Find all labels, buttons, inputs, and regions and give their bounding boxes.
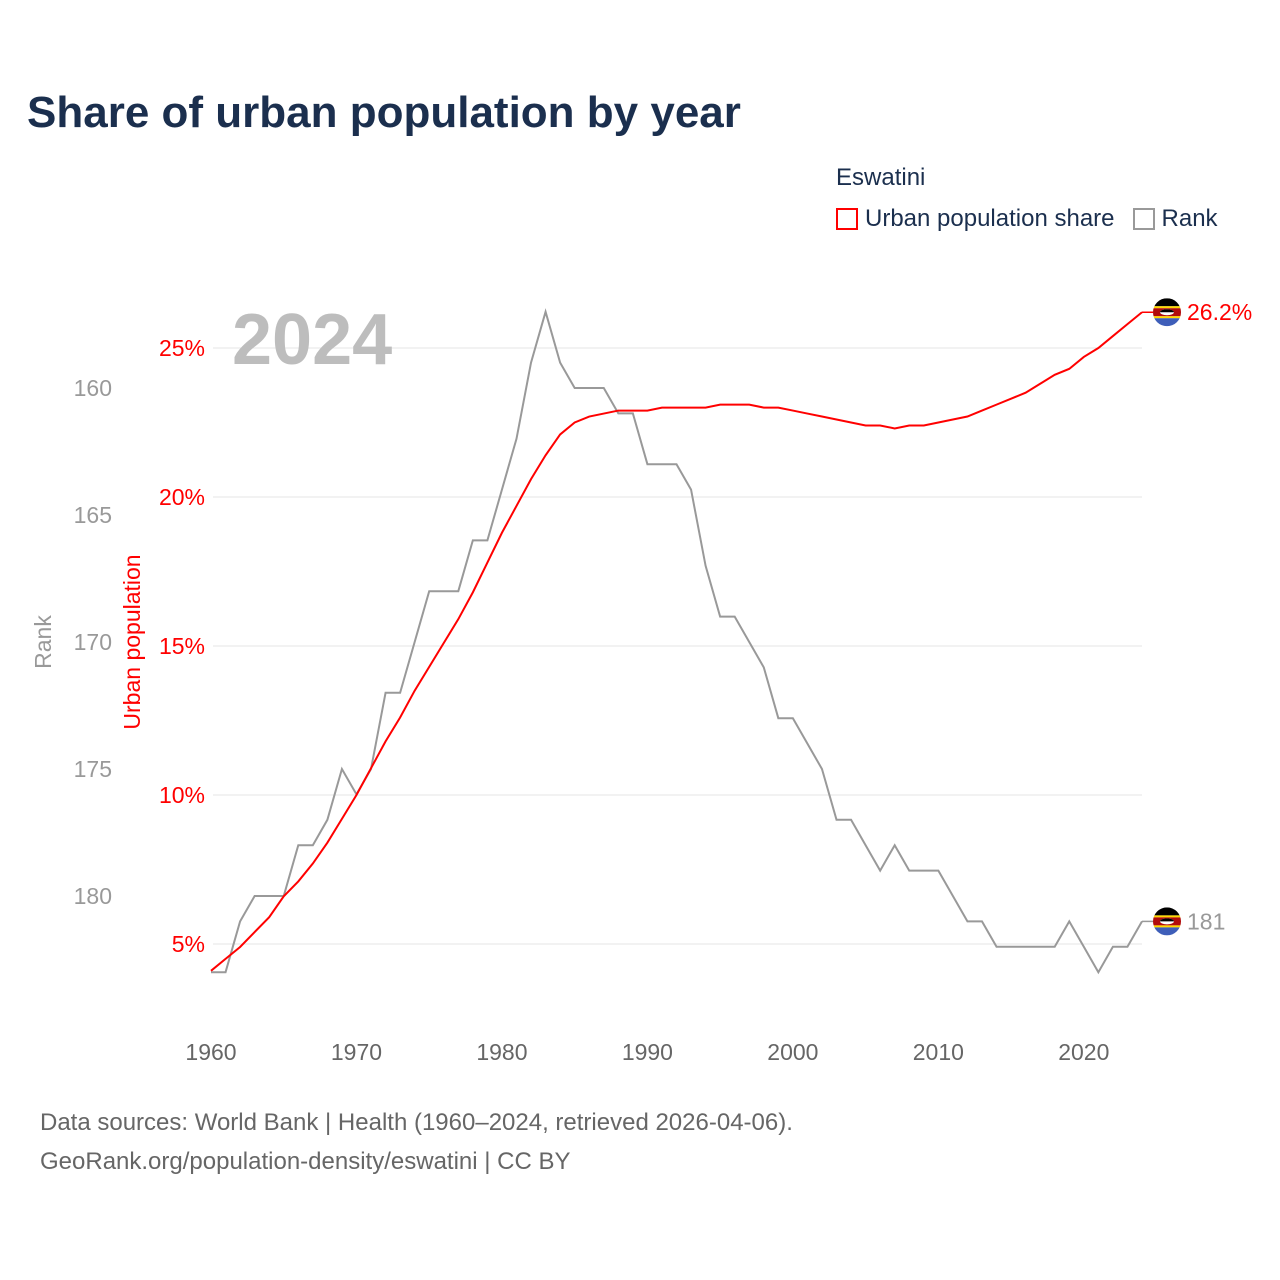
legend-item-rank[interactable]: Rank <box>1132 205 1218 233</box>
flag-stripe <box>1153 306 1181 309</box>
y2-axis-label: Rank <box>30 615 56 669</box>
footer-link[interactable]: GeoRank.org/population-density/eswatini … <box>40 1148 571 1175</box>
y2-tick-label: 160 <box>74 375 112 401</box>
x-tick-label: 2020 <box>1058 1039 1109 1065</box>
flag-stripe <box>1153 318 1181 327</box>
flag-stripe <box>1153 927 1181 936</box>
legend: Urban population share Rank <box>836 205 1218 233</box>
eswatini-flag-icon <box>1153 907 1181 936</box>
y2-tick-label: 170 <box>74 629 112 655</box>
legend-swatch-urban <box>836 208 858 230</box>
flag-shield-dark <box>1160 918 1174 922</box>
x-tick-label: 2000 <box>767 1039 818 1065</box>
x-tick-label: 2010 <box>913 1039 964 1065</box>
x-tick-label: 1960 <box>185 1039 236 1065</box>
urban-end-label: 26.2% <box>1187 299 1252 325</box>
year-watermark: 2024 <box>232 300 392 380</box>
flag-body <box>1153 907 1181 936</box>
legend-label-rank: Rank <box>1161 205 1218 232</box>
y-tick-label: 20% <box>159 484 205 510</box>
y-tick-label: 10% <box>159 782 205 808</box>
y-tick-label: 15% <box>159 633 205 659</box>
urban-share-line <box>210 311 1143 972</box>
chart-title: Share of urban population by year <box>27 88 741 137</box>
y-tick-label: 5% <box>172 931 205 957</box>
y-tick-label: 25% <box>159 335 205 361</box>
flag-stripe <box>1153 915 1181 918</box>
legend-swatch-rank <box>1132 208 1155 230</box>
y2-tick-label: 165 <box>74 502 112 528</box>
eswatini-flag-icon <box>1153 298 1181 327</box>
flag-stripe <box>1153 907 1181 916</box>
legend-label-urban: Urban population share <box>865 205 1115 232</box>
x-tick-label: 1980 <box>476 1039 527 1065</box>
rank-end-label: 181 <box>1187 908 1225 934</box>
y2-tick-label: 180 <box>74 883 112 909</box>
legend-item-urban[interactable]: Urban population share <box>836 205 1115 233</box>
flag-stripe <box>1153 925 1181 928</box>
flag-stripe <box>1153 298 1181 307</box>
flag-body <box>1153 298 1181 327</box>
x-tick-label: 1970 <box>331 1039 382 1065</box>
flag-stripe <box>1153 316 1181 319</box>
y2-tick-label: 175 <box>74 756 112 782</box>
y-axis-label: Urban population <box>119 554 145 729</box>
legend-title: Eswatini <box>836 164 926 191</box>
footer-source: Data sources: World Bank | Health (1960–… <box>40 1109 793 1136</box>
rank-line <box>211 308 1143 975</box>
flag-shield-dark <box>1160 309 1174 313</box>
x-tick-label: 1990 <box>622 1039 673 1065</box>
